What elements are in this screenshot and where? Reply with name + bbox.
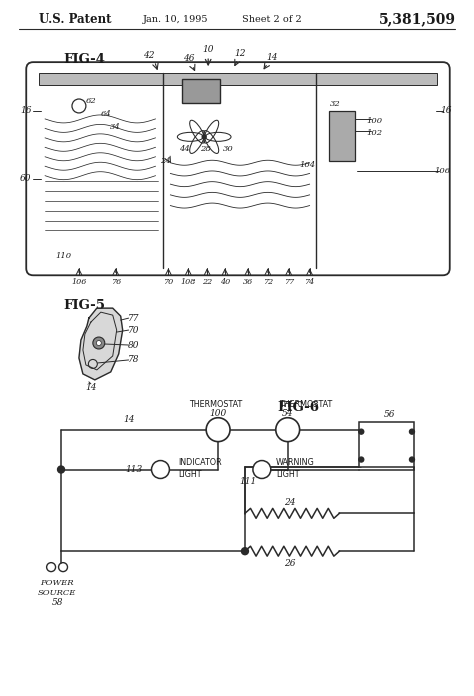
Text: 58: 58	[51, 599, 63, 608]
Text: 16: 16	[440, 106, 452, 116]
Text: 22: 22	[202, 278, 212, 286]
Text: 64: 64	[100, 110, 111, 118]
Text: Sheet 2 of 2: Sheet 2 of 2	[242, 15, 301, 24]
Text: 24: 24	[160, 157, 171, 165]
Text: 70: 70	[163, 278, 173, 286]
Text: 42: 42	[143, 51, 154, 60]
Text: HEATER
SWITCH: HEATER SWITCH	[374, 448, 408, 467]
Text: SOURCE: SOURCE	[38, 589, 76, 597]
Text: 106: 106	[71, 278, 87, 286]
Text: 54: 54	[282, 409, 293, 418]
Circle shape	[202, 135, 206, 139]
Text: 24: 24	[284, 498, 295, 507]
Text: 12: 12	[234, 49, 246, 58]
Text: 111: 111	[239, 477, 256, 486]
Text: 34: 34	[110, 123, 121, 131]
Text: 72: 72	[263, 278, 273, 286]
Text: FIG-6: FIG-6	[278, 402, 320, 414]
Text: POWER: POWER	[40, 579, 74, 587]
Text: THERMOSTAT: THERMOSTAT	[279, 400, 332, 409]
Text: 78: 78	[128, 356, 139, 365]
Circle shape	[410, 429, 414, 434]
Text: FIG-4: FIG-4	[63, 53, 105, 65]
Text: U.S. Patent: U.S. Patent	[39, 13, 112, 26]
Text: 14: 14	[123, 416, 135, 425]
Circle shape	[410, 457, 414, 462]
Circle shape	[241, 548, 248, 555]
Circle shape	[57, 466, 64, 473]
Text: 10: 10	[202, 45, 214, 54]
Circle shape	[206, 418, 230, 442]
Text: LIGHT: LIGHT	[276, 470, 299, 479]
Text: 100: 100	[366, 117, 382, 125]
Text: 26: 26	[284, 559, 295, 568]
Text: 46: 46	[182, 54, 194, 63]
Circle shape	[253, 461, 271, 478]
Text: 106: 106	[435, 167, 451, 175]
Text: 5,381,509: 5,381,509	[378, 13, 456, 26]
Text: 16: 16	[20, 106, 32, 116]
Bar	[329, 111, 356, 161]
Text: Jan. 10, 1995: Jan. 10, 1995	[143, 15, 208, 24]
Polygon shape	[79, 308, 123, 380]
Text: 44: 44	[179, 145, 190, 153]
Circle shape	[359, 429, 364, 434]
Text: 108: 108	[181, 278, 196, 286]
Circle shape	[276, 418, 300, 442]
Text: 28: 28	[200, 145, 210, 153]
Text: 102: 102	[366, 129, 382, 137]
FancyBboxPatch shape	[39, 73, 437, 85]
Text: INDICATOR: INDICATOR	[178, 458, 222, 467]
Text: 70: 70	[128, 326, 139, 335]
Text: FIG-5: FIG-5	[63, 299, 105, 312]
Text: LIGHT: LIGHT	[178, 470, 202, 479]
Circle shape	[152, 461, 169, 478]
Text: 56: 56	[383, 410, 395, 419]
Text: 113: 113	[125, 465, 143, 474]
Text: 62: 62	[85, 97, 96, 105]
Text: WARNING: WARNING	[276, 458, 315, 467]
Text: 104: 104	[300, 161, 316, 168]
Text: 40: 40	[220, 278, 230, 286]
Text: 30: 30	[223, 145, 233, 153]
Bar	[359, 422, 414, 466]
Text: 74: 74	[304, 278, 315, 286]
FancyBboxPatch shape	[182, 79, 220, 103]
Text: 77: 77	[128, 314, 139, 323]
Text: 80: 80	[128, 340, 139, 349]
Text: 36: 36	[243, 278, 253, 286]
Text: 60: 60	[19, 174, 31, 183]
Text: 76: 76	[110, 278, 121, 286]
Text: 77: 77	[283, 278, 294, 286]
Circle shape	[93, 337, 105, 349]
Circle shape	[359, 457, 364, 462]
Text: 32: 32	[330, 100, 341, 108]
Circle shape	[96, 340, 101, 345]
Text: 100: 100	[210, 409, 227, 418]
Text: 110: 110	[55, 253, 71, 260]
FancyBboxPatch shape	[26, 62, 450, 276]
Text: THERMOSTAT: THERMOSTAT	[190, 400, 243, 409]
Text: 14: 14	[85, 383, 97, 393]
Text: 14: 14	[266, 53, 278, 62]
